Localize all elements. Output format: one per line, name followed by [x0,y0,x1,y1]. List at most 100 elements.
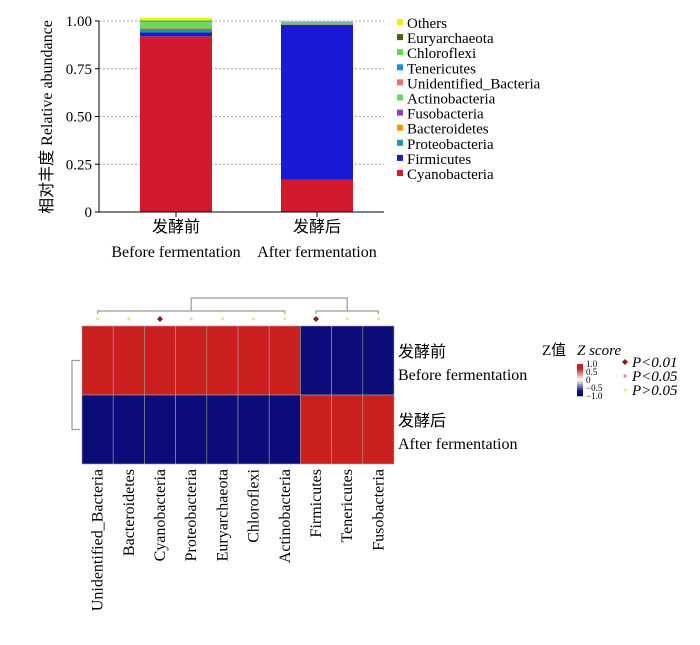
colorbar-step [577,368,583,371]
column-label: Cyanobacteria [152,469,169,561]
bar-segment-actinobacteria [281,22,353,24]
column-label: Bacteroidetes [121,469,138,556]
column-label: Fusobacteria [370,469,387,551]
bar-segment-tenericutes [140,21,212,22]
y-tick-label: 0.50 [66,110,92,126]
colorbar-title-en: Z score [577,343,621,359]
colorbar-step [577,382,583,385]
bar-segment-firmicutes [140,32,212,37]
colorbar-step [577,388,583,391]
colorbar-tick-label: 0 [586,375,591,385]
heatmap-cell [206,325,239,396]
heatmap-cell [81,325,114,396]
legend-label: Cyanobacteria [407,167,494,183]
legend-swatch [397,19,403,25]
legend-label: Proteobacteria [407,137,494,153]
legend-label: Others [407,16,447,32]
colorbar-step [577,372,583,375]
column-label: Tenericutes [339,469,356,543]
heatmap-cell [175,394,208,465]
row-label-cn: 发酵前 [398,343,446,361]
colorbar-step [577,392,583,395]
bar-segment-proteobacteria [140,28,212,33]
y-tick-label: 0 [85,205,93,221]
legend-swatch [397,34,403,41]
legend-label: Unidentified_Bacteria [407,76,541,92]
significance-markers [95,316,381,322]
column-label: Chloroflexi [246,468,263,542]
heatmap-cell [331,325,364,396]
row-label-cn: 发酵后 [398,412,446,430]
y-ticks: 0 0.25 0.50 0.75 1.00 [66,14,99,221]
bar-segment-actinobacteria [140,21,212,28]
heatmap-cell [300,325,332,396]
significance-legend-label: P<0.01 [631,355,678,371]
colorbar-step [577,370,583,373]
significance-marker [220,317,225,321]
heatmap-cell [362,325,395,396]
colorbar-step [577,378,583,381]
stacked-bar-chart: 0 0.25 0.50 0.75 1.00 发酵前 Before fermentation… [38,14,541,261]
legend-swatch [397,124,403,131]
significance-legend-label: P>0.05 [631,383,678,399]
column-dendrogram [97,297,379,314]
significance-legend-marker [623,374,627,378]
legend-label: Bacteroidetes [407,122,489,138]
bars [140,17,353,212]
heatmap-cell [81,394,114,465]
row-dendrogram [71,359,80,431]
bar-segment-chloroflexi [140,20,212,21]
dendrogram-branch [315,310,379,314]
legend-label: Actinobacteria [407,92,496,108]
colorbar-title-cn: Z值 [542,342,566,359]
column-label: Unidentified_Bacteria [90,469,107,611]
heatmap-cell [144,394,176,465]
column-label: Proteobacteria [183,469,200,561]
colorbar-step [577,374,583,377]
significance-marker [189,317,194,321]
bar-segment-others [281,21,353,22]
heatmap-cell [362,394,395,465]
column-label: Actinobacteria [277,469,294,563]
legend-label: Fusobacteria [407,107,484,123]
heatmap-cell [206,394,239,465]
colorbar-tick-label: 0.5 [586,367,598,377]
x-tick-label-cn: 发酵后 [293,218,341,236]
legend-label: Euryarchaeota [407,31,494,47]
heatmap-cell [331,394,364,465]
significance-legend-marker [622,359,628,365]
legend-swatch [397,154,403,161]
significance-legend-marker [623,388,627,392]
significance-marker [126,317,131,321]
heatmap-cell [268,394,301,465]
heatmap-chart: 发酵前 Before fermentation 发酵后 After fermentat… [71,297,678,611]
colorbar-tick-label: −1.0 [586,391,603,401]
legend-swatch [397,79,403,86]
legend-label: Chloroflexi [407,46,476,62]
row-label-en: After fermentation [398,436,518,453]
colorbar-tick-label: 1.0 [586,359,598,369]
legend-swatch [397,94,403,101]
x-tick-label-cn: 发酵前 [152,218,200,236]
heatmap-cell [300,394,332,465]
y-tick-label: 0.25 [66,157,92,173]
bar-segment-others [140,17,212,21]
dendrogram-branch [71,359,80,431]
colorbar-step [577,390,583,393]
colorbar-step [577,366,583,369]
legend-swatch [397,139,403,146]
significance-marker [376,317,381,321]
bar-segment-cyanobacteria [140,36,212,212]
y-axis-label: 相对丰度 Relative abundance [38,20,56,214]
heatmap-cell [175,325,208,396]
heatmap-cells [81,325,395,465]
column-label: Firmicutes [308,469,325,537]
significance-marker [313,316,319,322]
colorbar-step [577,380,583,383]
heatmap-cell [112,394,145,465]
column-labels: Unidentified_Bacteria Bacteroidetes Cyanob… [90,468,388,611]
colorbar-step [577,364,583,367]
heatmap-cell [237,394,270,465]
colorbar-step [577,376,583,379]
